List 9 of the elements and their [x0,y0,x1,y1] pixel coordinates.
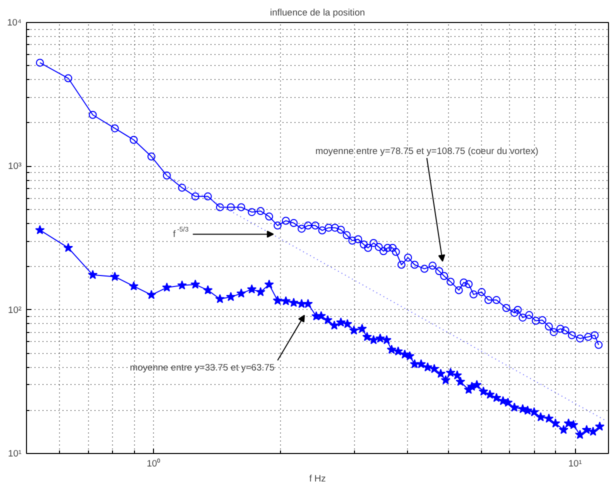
annotation: moyenne entre y=78.75 et y=108.75 (coeur du vortex) [315,146,538,156]
x-axis-title: f Hz [309,474,326,484]
annotation: moyenne entre y=33.75 et y=63.75 [130,362,275,372]
x-tick-label: 10⁰ [146,458,162,468]
y-tick-label: 10¹ [8,448,22,458]
y-tick-label: 10⁴ [7,18,22,28]
y-tick-label: 10² [8,304,22,315]
y-tick-label: 10³ [8,161,22,172]
chart-title: influence de la position [270,8,365,18]
